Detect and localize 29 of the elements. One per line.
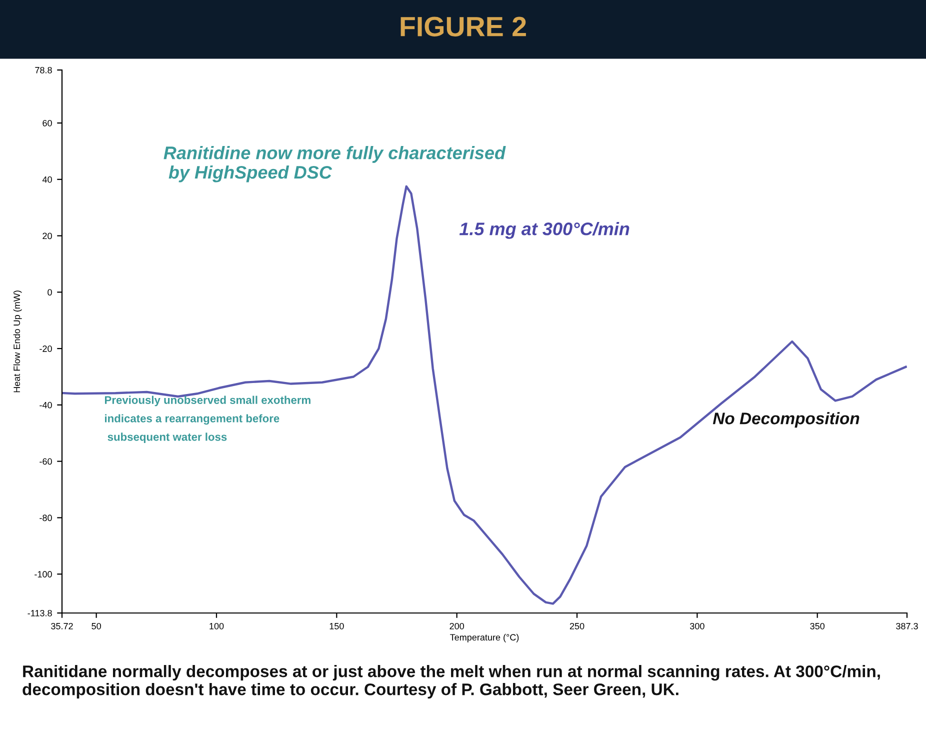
y-tick-label: 60: [42, 120, 52, 126]
annotation: 1.5 mg at 300°C/min: [459, 222, 630, 239]
y-tick-label: 40: [42, 176, 52, 183]
x-tick-label: 35.72: [51, 622, 73, 630]
annotation: Previously unobserved small exotherm indicates a rearrangement before subsequent water loss: [104, 396, 310, 444]
x-tick-label: 250: [570, 622, 584, 630]
x-tick-label: 387.3: [896, 622, 918, 630]
y-tick-label: -20: [40, 346, 52, 352]
y-tick-label: -100: [34, 571, 52, 578]
x-tick-label: 200: [450, 622, 464, 630]
y-tick-label: 20: [42, 232, 52, 240]
y-tick-label: 0: [48, 289, 52, 296]
annotation: Ranitidine now more fully characterised by HighSpeed DSC: [164, 146, 506, 182]
y-tick-label: -60: [40, 458, 52, 465]
x-tick-label: 150: [330, 622, 344, 630]
chart-title: FIGURE 2: [400, 16, 526, 36]
x-tick-label: 100: [210, 622, 224, 630]
y-tick-label: -113.8: [28, 610, 52, 616]
line-series: [62, 185, 907, 605]
text: Ranitidane normally decomposes at or just above the melt when run at normal scanning rates. At 300°C/min, decomposition doesn't have time to occur. Courtesy of P. Gabbott, Seer Green, UK.: [22, 665, 880, 699]
x-tick-label: 50: [92, 622, 101, 630]
y-axis-title: Heat Flow Endo Up (mW): [13, 290, 22, 392]
y-tick-label: 78.8: [35, 66, 52, 74]
x-tick-label: 300: [690, 622, 704, 630]
x-tick-label: 350: [810, 622, 825, 630]
annotation: No Decomposition: [712, 412, 860, 428]
y-tick-label: -80: [40, 514, 52, 522]
y-tick-label: -40: [40, 402, 52, 408]
x-axis-title: Temperature (°C): [450, 634, 519, 642]
